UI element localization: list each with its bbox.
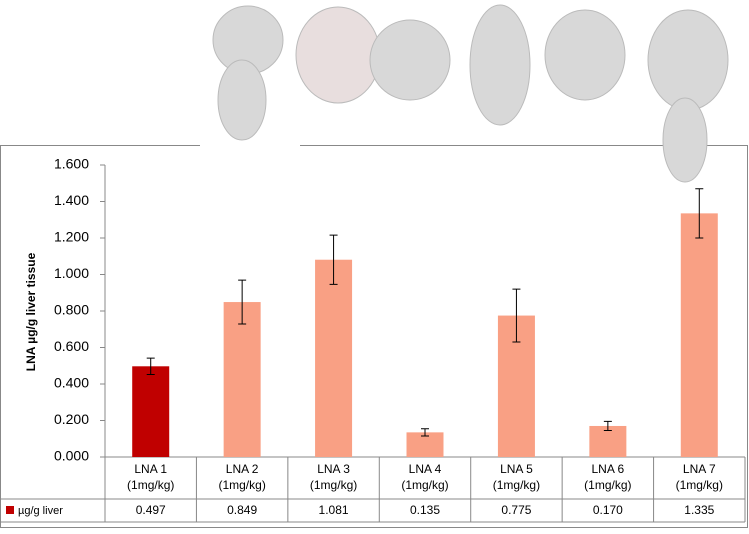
error-bar	[146, 357, 155, 376]
legend-label: µg/g liver	[18, 505, 63, 517]
bar	[132, 366, 170, 457]
x-tick-label: LNA 5	[500, 462, 533, 476]
error-bar	[421, 428, 429, 437]
x-tick-sublabel: (1mg/kg)	[493, 478, 540, 492]
y-tick-label: 1.600	[54, 156, 89, 172]
table-value: 1.081	[319, 503, 349, 517]
y-tick-label: 0.200	[54, 411, 89, 427]
bar	[680, 213, 718, 457]
bar	[589, 425, 627, 457]
x-tick-label: LNA 7	[683, 462, 716, 476]
y-tick-label: 0.800	[54, 302, 89, 318]
error-bar	[329, 234, 338, 285]
x-tick-sublabel: (1mg/kg)	[676, 478, 723, 492]
y-axis-label: LNA µg/g liver tissue	[24, 252, 38, 371]
table-value: 0.775	[501, 503, 531, 517]
chart-frame	[0, 145, 748, 528]
table-value: 0.849	[227, 503, 257, 517]
error-bar	[512, 288, 521, 343]
x-tick-label: LNA 3	[317, 462, 350, 476]
x-tick-sublabel: (1mg/kg)	[310, 478, 357, 492]
y-tick-label: 0.000	[54, 448, 89, 464]
table-value: 0.135	[410, 503, 440, 517]
legend-swatch	[6, 506, 14, 514]
y-tick-label: 1.000	[54, 265, 89, 281]
bar	[315, 259, 353, 457]
x-tick-sublabel: (1mg/kg)	[584, 478, 631, 492]
molecule-images	[200, 4, 729, 183]
y-tick-label: 0.600	[54, 338, 89, 354]
y-tick-label: 1.200	[54, 229, 89, 245]
bar	[223, 302, 261, 457]
x-tick-label: LNA 4	[409, 462, 442, 476]
table-value: 0.170	[593, 503, 623, 517]
table-value: 1.335	[684, 503, 714, 517]
x-tick-sublabel: (1mg/kg)	[401, 478, 448, 492]
x-tick-sublabel: (1mg/kg)	[127, 478, 174, 492]
x-tick-label: LNA 2	[226, 462, 259, 476]
y-tick-label: 1.400	[54, 192, 89, 208]
x-tick-label: LNA 1	[134, 462, 167, 476]
error-bar	[603, 420, 612, 432]
x-tick-sublabel: (1mg/kg)	[218, 478, 265, 492]
y-tick-label: 0.400	[54, 375, 89, 391]
table-value: 0.497	[136, 503, 166, 517]
error-bar	[238, 279, 247, 325]
error-bar	[695, 188, 704, 239]
x-tick-label: LNA 6	[592, 462, 625, 476]
